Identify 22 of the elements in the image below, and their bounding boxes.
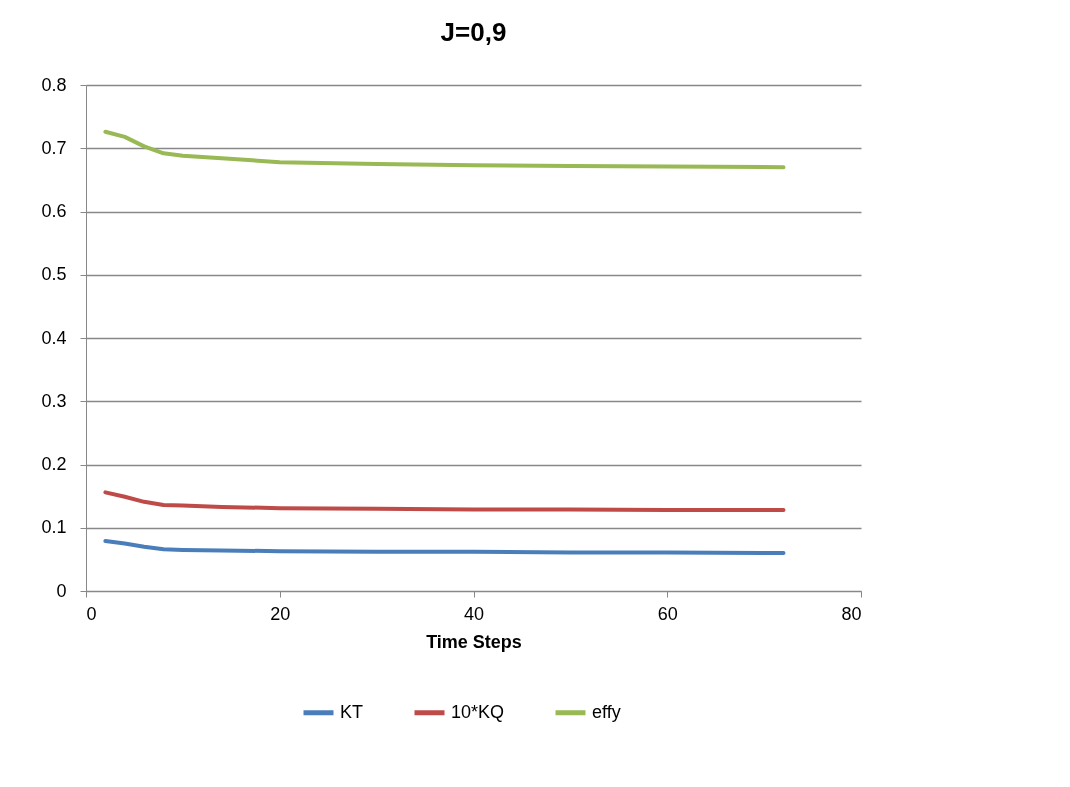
y-tick-label: 0.2 [41,454,67,474]
x-axis-title: Time Steps [426,631,522,652]
x-tick-label: 40 [463,603,485,624]
x-tick-label: 20 [270,603,291,624]
y-tick-label: 0 [56,580,67,601]
x-tick-label: 60 [657,603,678,624]
line-series [103,539,786,556]
legend-label: KT [340,701,364,722]
y-tick-label: 0.4 [41,327,67,348]
y-tick-label: 0.6 [41,201,67,221]
y-tick-label: 0.7 [41,137,67,158]
line-series [103,490,786,513]
chart-title: J=0,9 [440,17,507,47]
line-series [103,129,786,170]
y-tick-label: 0.5 [41,264,67,285]
y-tick-label: 0.3 [41,390,67,411]
x-tick-label: 80 [841,603,862,624]
x-tick-label: 0 [86,603,97,624]
legend-label: 10*KQ [451,701,505,722]
legend-label: effy [592,701,621,722]
y-tick-label: 0.8 [41,74,67,95]
y-tick-label: 0.1 [41,517,67,538]
